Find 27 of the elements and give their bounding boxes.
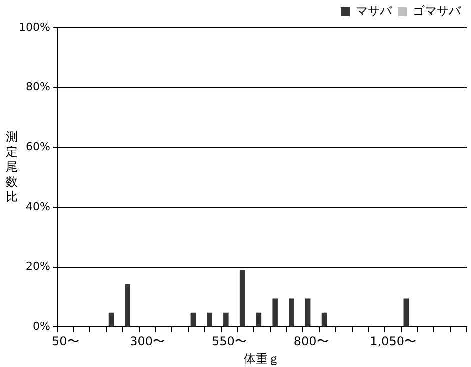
bar	[289, 298, 294, 327]
bar	[322, 312, 328, 327]
x-tick-label: 1,050〜	[370, 334, 416, 349]
bar	[207, 312, 212, 327]
bar	[190, 312, 196, 327]
x-tick-label: 800〜	[294, 334, 329, 349]
bar	[404, 298, 410, 327]
x-tick-label: 300〜	[130, 334, 165, 349]
bar	[305, 298, 311, 327]
y-tick-label: 20%	[26, 260, 50, 274]
bar	[256, 312, 262, 327]
y-tick-label: 0%	[32, 320, 50, 334]
y-tick-label: 100%	[18, 20, 50, 34]
bar	[108, 312, 114, 327]
legend-label: ゴマサバ	[413, 4, 462, 18]
bar	[272, 298, 278, 327]
bar	[224, 312, 229, 327]
bar	[240, 270, 246, 327]
x-tick-label: 550〜	[212, 334, 247, 349]
y-tick-label: 40%	[26, 200, 50, 214]
legend-label: マサバ	[356, 4, 393, 18]
y-tick-label: 80%	[26, 80, 50, 94]
y-tick-label: 60%	[26, 140, 50, 154]
y-axis-title: 測定尾数比	[5, 130, 19, 205]
x-axis-title: 体重ｇ	[244, 352, 280, 366]
bar	[125, 284, 131, 327]
x-tick-label: 50〜	[52, 334, 80, 349]
